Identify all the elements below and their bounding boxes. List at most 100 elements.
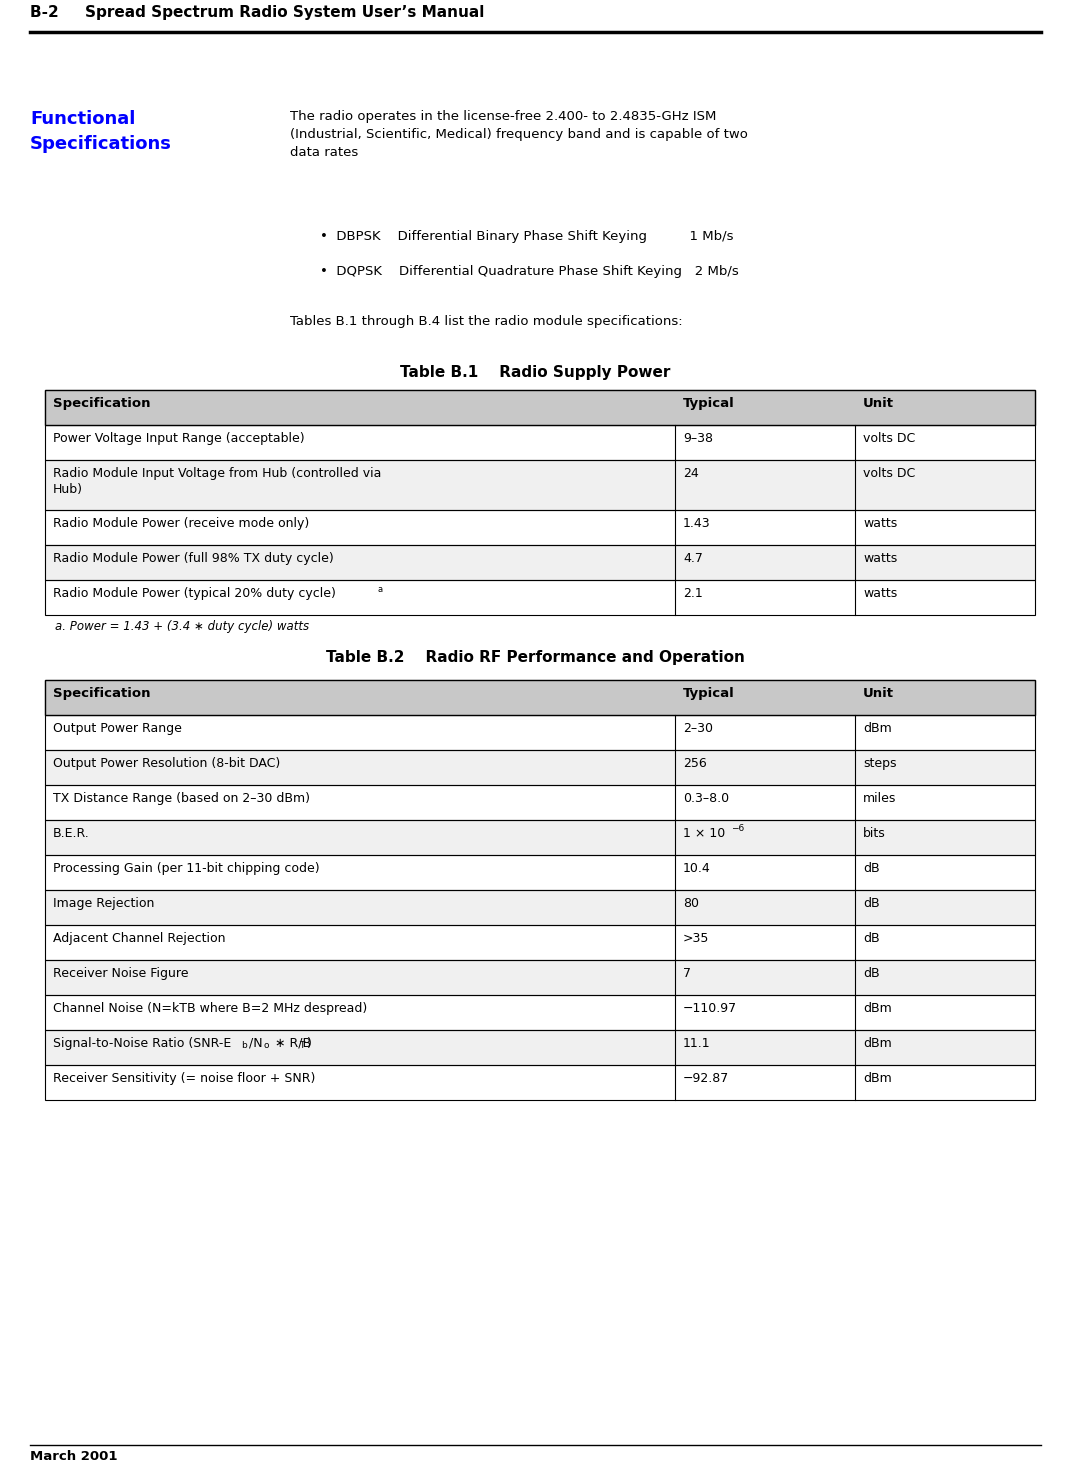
Text: miles: miles [863, 792, 896, 805]
Text: •  DQPSK    Differential Quadrature Phase Shift Keying   2 Mb/s: • DQPSK Differential Quadrature Phase Sh… [320, 264, 739, 278]
Text: >35: >35 [683, 932, 709, 945]
Text: 1 × 10: 1 × 10 [683, 827, 725, 840]
Text: 80: 80 [683, 897, 699, 910]
Text: Image Rejection: Image Rejection [52, 897, 154, 910]
Text: 24: 24 [683, 467, 698, 480]
Text: ): ) [307, 1037, 312, 1050]
Bar [45, 715, 1035, 750]
Bar [45, 390, 1035, 425]
Text: Table B.1    Radio Supply Power: Table B.1 Radio Supply Power [399, 365, 670, 380]
Text: 1.43: 1.43 [683, 517, 711, 530]
Text: •  DBPSK    Differential Binary Phase Shift Keying          1 Mb/s: • DBPSK Differential Binary Phase Shift … [320, 230, 734, 244]
Bar [45, 679, 1035, 715]
Bar [45, 995, 1035, 1029]
Text: Typical: Typical [683, 397, 735, 411]
Bar [45, 459, 1035, 510]
Text: bits: bits [863, 827, 886, 840]
Bar [45, 679, 1035, 715]
Text: Unit: Unit [863, 397, 894, 411]
Bar [45, 425, 1035, 459]
Bar [45, 820, 1035, 855]
Bar [45, 510, 1035, 545]
Text: ∗ R/B: ∗ R/B [271, 1037, 311, 1050]
Text: dBm: dBm [863, 1072, 892, 1086]
Bar [45, 960, 1035, 995]
Text: Specification: Specification [52, 687, 151, 700]
Text: 256: 256 [683, 758, 707, 770]
Text: −6: −6 [731, 824, 744, 833]
Text: The radio operates in the license-free 2.400- to 2.4835-GHz ISM
(Industrial, Sci: The radio operates in the license-free 2… [290, 109, 748, 160]
Text: Signal-to-Noise Ratio (SNR-E: Signal-to-Noise Ratio (SNR-E [52, 1037, 231, 1050]
Bar [45, 1065, 1035, 1100]
Bar [45, 1029, 1035, 1065]
Text: March 2001: March 2001 [30, 1450, 118, 1464]
Bar [0, 0, 1071, 30]
Text: Radio Module Power (receive mode only): Radio Module Power (receive mode only) [52, 517, 310, 530]
Text: 2.1: 2.1 [683, 586, 703, 600]
Text: dB: dB [863, 897, 879, 910]
Text: T: T [299, 1041, 304, 1050]
Text: volts DC: volts DC [863, 467, 916, 480]
Bar [45, 960, 1035, 995]
Text: a: a [378, 585, 383, 594]
Text: Adjacent Channel Rejection: Adjacent Channel Rejection [52, 932, 226, 945]
Bar [45, 545, 1035, 580]
Bar [45, 580, 1035, 614]
Text: dB: dB [863, 967, 879, 981]
Text: Output Power Resolution (8-bit DAC): Output Power Resolution (8-bit DAC) [52, 758, 281, 770]
Bar [45, 855, 1035, 891]
Text: Specification: Specification [52, 397, 151, 411]
Bar [45, 784, 1035, 820]
Text: 9–38: 9–38 [683, 431, 713, 445]
Bar [45, 891, 1035, 925]
Text: −110.97: −110.97 [683, 1001, 737, 1015]
Bar [45, 580, 1035, 614]
Bar [45, 891, 1035, 925]
Text: 11.1: 11.1 [683, 1037, 711, 1050]
Bar [45, 715, 1035, 750]
Text: Table B.2    Radio RF Performance and Operation: Table B.2 Radio RF Performance and Opera… [326, 650, 744, 665]
Text: Radio Module Input Voltage from Hub (controlled via
Hub): Radio Module Input Voltage from Hub (con… [52, 467, 381, 496]
Bar [45, 925, 1035, 960]
Text: Functional
Specifications: Functional Specifications [30, 109, 171, 154]
Bar [45, 925, 1035, 960]
Text: Receiver Sensitivity (= noise floor + SNR): Receiver Sensitivity (= noise floor + SN… [52, 1072, 315, 1086]
Text: Power Voltage Input Range (acceptable): Power Voltage Input Range (acceptable) [52, 431, 304, 445]
Text: Receiver Noise Figure: Receiver Noise Figure [52, 967, 188, 981]
Text: dBm: dBm [863, 1037, 892, 1050]
Text: Channel Noise (N=kTB where B=2 MHz despread): Channel Noise (N=kTB where B=2 MHz despr… [52, 1001, 367, 1015]
Text: Typical: Typical [683, 687, 735, 700]
Text: Unit: Unit [863, 687, 894, 700]
Text: dB: dB [863, 932, 879, 945]
Text: −92.87: −92.87 [683, 1072, 729, 1086]
Text: B-2     Spread Spectrum Radio System User’s Manual: B-2 Spread Spectrum Radio System User’s … [30, 4, 484, 21]
Text: watts: watts [863, 586, 897, 600]
Text: 4.7: 4.7 [683, 552, 703, 566]
Text: Output Power Range: Output Power Range [52, 722, 182, 736]
Bar [45, 820, 1035, 855]
Bar [45, 750, 1035, 784]
Text: Radio Module Power (full 98% TX duty cycle): Radio Module Power (full 98% TX duty cyc… [52, 552, 334, 566]
Text: B.E.R.: B.E.R. [52, 827, 90, 840]
Bar [45, 855, 1035, 891]
Text: a. Power = 1.43 + (3.4 ∗ duty cycle) watts: a. Power = 1.43 + (3.4 ∗ duty cycle) wat… [55, 620, 310, 634]
Text: 10.4: 10.4 [683, 863, 711, 874]
Text: 7: 7 [683, 967, 691, 981]
Text: 2–30: 2–30 [683, 722, 713, 736]
Bar [45, 750, 1035, 784]
Bar [45, 459, 1035, 510]
Text: dBm: dBm [863, 722, 892, 736]
Text: dB: dB [863, 863, 879, 874]
Bar [45, 1029, 1035, 1065]
Text: /N: /N [248, 1037, 262, 1050]
Text: Tables B.1 through B.4 list the radio module specifications:: Tables B.1 through B.4 list the radio mo… [290, 315, 682, 328]
Bar [45, 1065, 1035, 1100]
Text: Radio Module Power (typical 20% duty cycle): Radio Module Power (typical 20% duty cyc… [52, 586, 336, 600]
Text: volts DC: volts DC [863, 431, 916, 445]
Bar [45, 390, 1035, 425]
Text: watts: watts [863, 517, 897, 530]
Text: 0.3–8.0: 0.3–8.0 [683, 792, 729, 805]
Text: TX Distance Range (based on 2–30 dBm): TX Distance Range (based on 2–30 dBm) [52, 792, 310, 805]
Bar [45, 425, 1035, 459]
Text: steps: steps [863, 758, 896, 770]
